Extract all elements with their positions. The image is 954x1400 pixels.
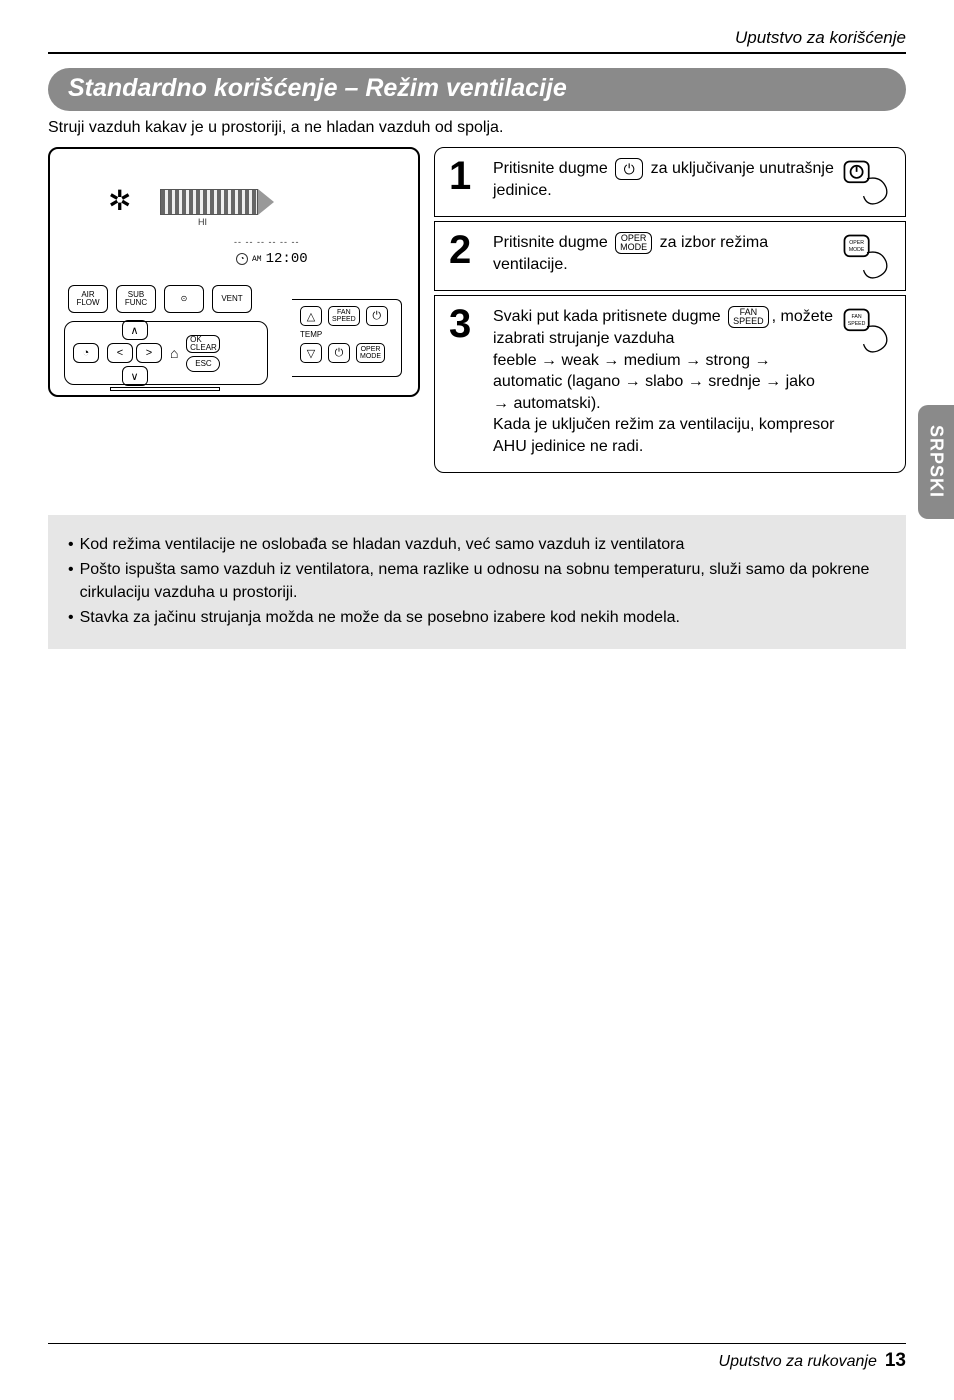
hand-press-icon: FAN SPEED [841, 306, 893, 358]
note-item: •Kod režima ventilacije ne oslobađa se h… [68, 533, 886, 556]
airflow-sequence: feeble → weak → medium → strong → automa… [493, 350, 835, 415]
aux-power2-button[interactable]: ⏻ [328, 343, 350, 363]
step-text: Svaki put kada pritisnete dugme FANSPEED… [493, 306, 891, 458]
under-bar [110, 387, 220, 391]
step3-line2: Kada je uključen režim za ventilaciju, k… [493, 416, 834, 455]
step-text: Pritisnite dugme ⏻ za uključivanje unutr… [493, 158, 891, 202]
down-button[interactable]: ∨ [122, 366, 148, 386]
aux-up-button[interactable]: △ [300, 306, 322, 326]
step-number: 2 [449, 232, 483, 276]
step-3: 3 Svaki put kada pritisnete dugme FANSPE… [434, 295, 906, 473]
clock-display: ◔ AM 12:00 [236, 251, 308, 267]
clock-am: AM [252, 255, 262, 264]
air-flow-button[interactable]: AIRFLOW [68, 285, 108, 313]
sub-func-button[interactable]: SUBFUNC [116, 285, 156, 313]
steps-column: 1 Pritisnite dugme ⏻ za uključivanje unu… [434, 147, 906, 473]
svg-text:OPER: OPER [849, 240, 864, 246]
footer-text: Uputstvo za rukovanje [719, 1353, 877, 1371]
temp-dashes: -- -- -- -- -- -- [234, 237, 299, 247]
notes-box: •Kod režima ventilacije ne oslobađa se h… [48, 515, 906, 650]
left-button[interactable]: < [107, 343, 133, 363]
step-2: 2 Pritisnite dugme OPERMODE za izbor rež… [434, 221, 906, 291]
hand-press-icon [841, 158, 893, 210]
svg-text:FAN: FAN [852, 314, 862, 320]
aux-down-button[interactable]: ▽ [300, 343, 322, 363]
page-footer: Uputstvo za rukovanje 13 [48, 1343, 906, 1372]
target-button[interactable]: ⊙ [164, 285, 204, 313]
display-strip [160, 189, 258, 215]
note-item: •Pošto ispušta samo vazduh iz ventilator… [68, 558, 886, 604]
right-button[interactable]: > [136, 343, 162, 363]
up-button[interactable]: ∧ [122, 320, 148, 340]
step-text: Pritisnite dugme OPERMODE za izbor režim… [493, 232, 891, 276]
step-1: 1 Pritisnite dugme ⏻ za uključivanje unu… [434, 147, 906, 217]
svg-text:SPEED: SPEED [848, 321, 866, 327]
timer-button[interactable]: ◔ [73, 343, 99, 363]
ok-clear-button[interactable]: OKCLEAR [186, 335, 220, 353]
clock-icon: ◔ [236, 253, 248, 265]
hi-label: HI [198, 217, 207, 227]
display-strip-arrow [258, 189, 274, 215]
nav-panel: ◔ ∧ < > ∨ ⌂ OKCLEAR ESC [64, 321, 268, 385]
esc-button[interactable]: ESC [186, 356, 220, 372]
step-number: 3 [449, 306, 483, 458]
language-tab: SRPSKI [918, 405, 954, 519]
header-rule [48, 52, 906, 54]
fan-speed-button[interactable]: FANSPEED [328, 306, 360, 326]
note-item: •Stavka za jačinu strujanja možda ne mož… [68, 606, 886, 629]
footer-rule [48, 1343, 906, 1344]
aux-power-button[interactable]: ⏻ [366, 306, 388, 326]
step-number: 1 [449, 158, 483, 202]
page-number: 13 [885, 1350, 906, 1372]
top-button-bar: AIRFLOW SUBFUNC ⊙ VENT [68, 285, 252, 313]
home-icon[interactable]: ⌂ [170, 345, 178, 361]
fan-icon: ✲ [108, 187, 131, 215]
svg-text:MODE: MODE [849, 247, 865, 253]
hand-press-icon: OPER MODE [841, 232, 893, 284]
vent-button[interactable]: VENT [212, 285, 252, 313]
section-title: Standardno korišćenje – Režim ventilacij… [48, 68, 906, 111]
clock-time: 12:00 [266, 251, 308, 267]
oper-mode-icon: OPERMODE [615, 232, 652, 254]
fan-speed-icon: FANSPEED [728, 306, 769, 328]
section-subtitle: Struji vazduh kakav je u prostoriji, a n… [48, 119, 906, 137]
temp-label: TEMP [300, 330, 393, 339]
power-icon: ⏻ [615, 158, 643, 180]
oper-mode-button[interactable]: OPERMODE [356, 343, 385, 363]
language-label: SRPSKI [926, 425, 947, 498]
aux-panel: △ FANSPEED ⏻ TEMP ▽ ⏻ OPERMODE [292, 299, 402, 377]
header-manual-title: Uputstvo za korišćenje [48, 28, 906, 48]
device-diagram: ✲ HI -- -- -- -- -- -- ◔ AM 12:00 AIRFLO… [48, 147, 420, 397]
